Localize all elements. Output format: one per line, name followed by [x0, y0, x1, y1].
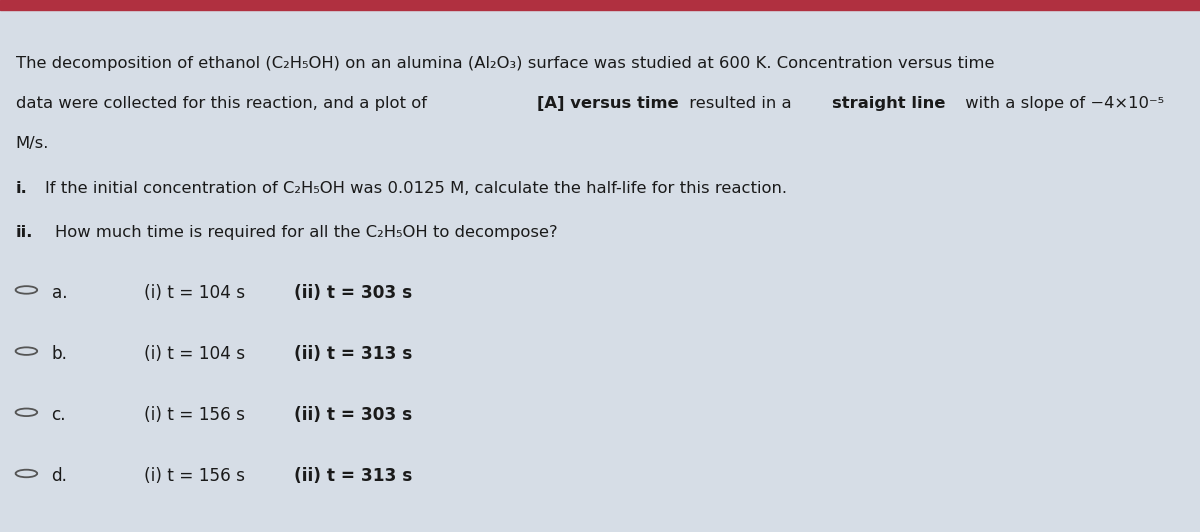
Text: ii.: ii.	[16, 225, 32, 239]
Text: (ii) t = 303 s: (ii) t = 303 s	[294, 284, 412, 302]
Text: (ii) t = 303 s: (ii) t = 303 s	[294, 406, 412, 424]
Text: The decomposition of ethanol (C₂H₅OH) on an alumina (Al₂O₃) surface was studied : The decomposition of ethanol (C₂H₅OH) on…	[16, 56, 994, 71]
Text: (i) t = 104 s: (i) t = 104 s	[144, 345, 245, 363]
Text: If the initial concentration of C₂H₅OH was 0.0125 M, calculate the half-life for: If the initial concentration of C₂H₅OH w…	[46, 181, 787, 196]
Text: (i) t = 104 s: (i) t = 104 s	[144, 284, 245, 302]
Text: data were collected for this reaction, and a plot of: data were collected for this reaction, a…	[16, 96, 432, 111]
Text: [A] versus time: [A] versus time	[536, 96, 678, 111]
Text: How much time is required for all the C₂H₅OH to decompose?: How much time is required for all the C₂…	[55, 225, 558, 239]
Text: b.: b.	[52, 345, 67, 363]
Text: M/s.: M/s.	[16, 136, 49, 151]
Text: a.: a.	[52, 284, 67, 302]
Text: (i) t = 156 s: (i) t = 156 s	[144, 467, 245, 485]
Text: straight line: straight line	[832, 96, 946, 111]
Text: (i) t = 156 s: (i) t = 156 s	[144, 406, 245, 424]
Text: i.: i.	[16, 181, 28, 196]
Text: c.: c.	[52, 406, 66, 424]
Text: with a slope of −4×10⁻⁵: with a slope of −4×10⁻⁵	[960, 96, 1164, 111]
Text: (ii) t = 313 s: (ii) t = 313 s	[294, 467, 413, 485]
Text: resulted in a: resulted in a	[684, 96, 797, 111]
Text: d.: d.	[52, 467, 67, 485]
Text: (ii) t = 313 s: (ii) t = 313 s	[294, 345, 413, 363]
